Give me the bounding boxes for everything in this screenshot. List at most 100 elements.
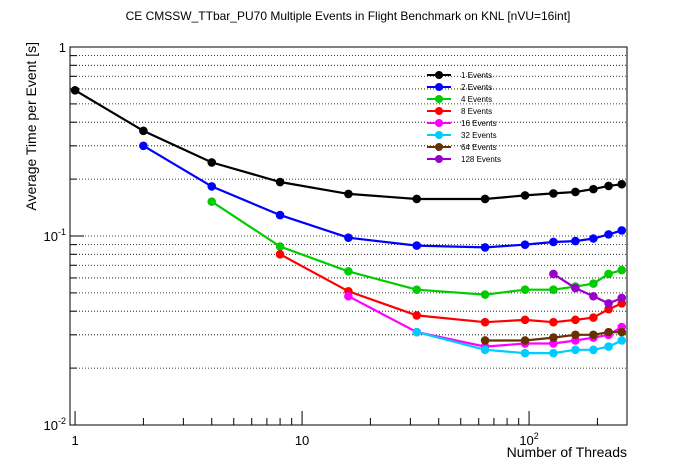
legend-label: 4 Events	[461, 95, 492, 104]
legend-item: 64 Events	[427, 143, 497, 152]
data-point	[571, 315, 580, 325]
data-point	[571, 236, 580, 246]
data-point	[275, 210, 285, 220]
data-point	[344, 291, 353, 301]
series-6	[412, 327, 627, 358]
legend: 1 Events 2 Events 4 Events 8 Events 16 Event…	[427, 71, 501, 164]
legend-label: 128 Events	[461, 155, 501, 164]
data-point	[480, 243, 490, 252]
data-point	[520, 336, 530, 345]
data-point	[412, 311, 422, 320]
data-point	[207, 197, 217, 206]
x-tick-label: 1	[71, 433, 78, 448]
data-point	[275, 177, 285, 187]
data-point	[617, 179, 627, 189]
y-tick-label: 1	[59, 40, 66, 55]
data-point	[571, 187, 580, 197]
legend-item: 1 Events	[427, 71, 492, 80]
legend-marker	[435, 143, 443, 151]
data-point	[344, 267, 353, 276]
data-point	[589, 184, 598, 194]
data-point	[571, 345, 580, 355]
data-point	[344, 189, 353, 199]
legend-label: 8 Events	[461, 107, 492, 116]
legend-marker	[435, 71, 443, 79]
legend-label: 2 Events	[461, 83, 492, 92]
data-point	[344, 233, 353, 242]
legend-marker	[435, 119, 443, 127]
tick-layer: 10-210-111 10 102	[44, 40, 598, 448]
series-8	[549, 269, 627, 308]
legend-item: 2 Events	[427, 83, 492, 92]
legend-label: 32 Events	[461, 131, 497, 140]
series-line	[279, 253, 623, 324]
data-point	[604, 299, 613, 308]
data-point	[275, 250, 285, 259]
legend-label: 16 Events	[461, 119, 497, 128]
data-point	[412, 327, 422, 337]
data-point	[604, 230, 613, 239]
legend-marker	[435, 95, 443, 103]
data-point	[604, 327, 613, 337]
data-point	[571, 330, 580, 340]
data-point	[617, 265, 627, 275]
data-point	[520, 348, 530, 358]
data-point	[589, 234, 598, 243]
data-point	[480, 317, 490, 327]
data-point	[549, 333, 558, 342]
y-axis-title: Average Time per Event [s]	[23, 42, 39, 211]
legend-label: 64 Events	[461, 143, 497, 152]
legend-label: 1 Events	[461, 71, 492, 80]
data-point	[412, 194, 422, 204]
legend-item: 16 Events	[427, 119, 497, 128]
data-point	[549, 348, 558, 358]
data-point	[480, 194, 490, 204]
data-point	[480, 345, 490, 355]
series-layer	[70, 86, 627, 358]
data-point	[139, 126, 148, 136]
legend-item: 128 Events	[427, 155, 501, 164]
data-point	[70, 86, 80, 95]
data-point	[520, 191, 530, 200]
series-2	[139, 141, 627, 252]
data-point	[207, 182, 217, 191]
legend-item: 4 Events	[427, 95, 492, 104]
data-point	[589, 330, 598, 340]
data-point	[549, 317, 558, 327]
legend-marker	[435, 83, 443, 91]
series-7	[480, 327, 627, 345]
data-point	[549, 237, 558, 247]
data-point	[549, 285, 558, 294]
series-1	[70, 86, 627, 204]
legend-marker	[435, 131, 443, 139]
data-point	[520, 240, 530, 249]
chart-title: CE CMSSW_TTbar_PU70 Multiple Events in F…	[125, 9, 571, 23]
series-line	[74, 89, 622, 201]
data-point	[139, 141, 148, 151]
data-point	[604, 342, 613, 351]
data-point	[412, 285, 422, 294]
data-point	[589, 345, 598, 355]
legend-marker	[435, 107, 443, 115]
legend-item: 32 Events	[427, 131, 497, 140]
y-tick-label: 10-2	[44, 416, 66, 433]
data-point	[275, 242, 285, 251]
data-point	[520, 315, 530, 325]
data-point	[207, 158, 217, 167]
data-point	[480, 336, 490, 345]
data-point	[604, 181, 613, 191]
data-point	[412, 241, 422, 250]
data-point	[571, 283, 580, 293]
x-axis-title: Number of Threads	[507, 444, 627, 460]
data-point	[617, 336, 627, 345]
data-point	[617, 226, 627, 235]
data-point	[617, 293, 627, 303]
data-point	[549, 189, 558, 198]
data-point	[589, 279, 598, 288]
data-point	[604, 269, 613, 279]
data-point	[480, 290, 490, 299]
legend-item: 8 Events	[427, 107, 492, 116]
y-tick-label: 10-1	[44, 227, 66, 244]
data-point	[617, 327, 627, 337]
